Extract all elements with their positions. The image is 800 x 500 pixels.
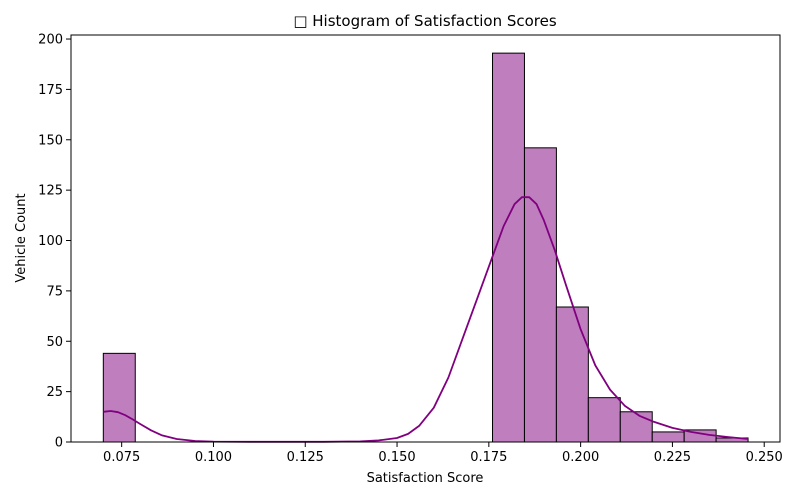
histogram-bar-14	[555, 306, 589, 443]
x-tick-label-3: 0.150	[378, 450, 415, 465]
x-tick-label-1: 0.100	[195, 450, 232, 465]
histogram-bar-17	[651, 431, 685, 443]
kde-group	[103, 196, 749, 443]
axes-frame	[70, 34, 781, 443]
histogram-bar-12	[492, 52, 525, 443]
y-tick-label-1: 25	[46, 385, 63, 400]
y-tick-label-4: 100	[38, 234, 63, 249]
y-tick-label-0: 0	[55, 436, 63, 451]
histogram-bar-13	[523, 147, 557, 443]
y-tick-label-3: 75	[46, 284, 63, 299]
y-tick-label-6: 150	[38, 133, 63, 148]
y-tick-label-5: 125	[38, 184, 63, 199]
y-axis-ticks: 0 25 50 75 100 125 150 175 200	[38, 33, 71, 451]
y-tick-label-7: 175	[38, 83, 63, 98]
plot-frame	[70, 34, 781, 443]
y-axis-label: Vehicle Count	[14, 193, 29, 282]
x-tick-label-6: 0.225	[654, 450, 691, 465]
y-tick-label-8: 200	[38, 33, 63, 48]
x-tick-label-0: 0.075	[103, 450, 140, 465]
histogram-bar-0	[102, 352, 136, 443]
x-axis-ticks: 0.075 0.100 0.125 0.150 0.175 0.200 0.225 0.250	[103, 442, 783, 465]
x-tick-label-2: 0.125	[287, 450, 324, 465]
y-tick-label-2: 50	[46, 335, 63, 350]
kde-curve	[103, 196, 749, 443]
x-tick-label-7: 0.250	[746, 450, 783, 465]
x-tick-label-4: 0.175	[470, 450, 507, 465]
chart-title: □ Histogram of Satisfaction Scores	[293, 12, 557, 30]
bars-group	[102, 52, 749, 443]
x-tick-label-5: 0.200	[562, 450, 599, 465]
x-axis-label: Satisfaction Score	[367, 471, 484, 486]
histogram-bar-16	[619, 411, 653, 443]
histogram-bar-15	[587, 397, 621, 443]
